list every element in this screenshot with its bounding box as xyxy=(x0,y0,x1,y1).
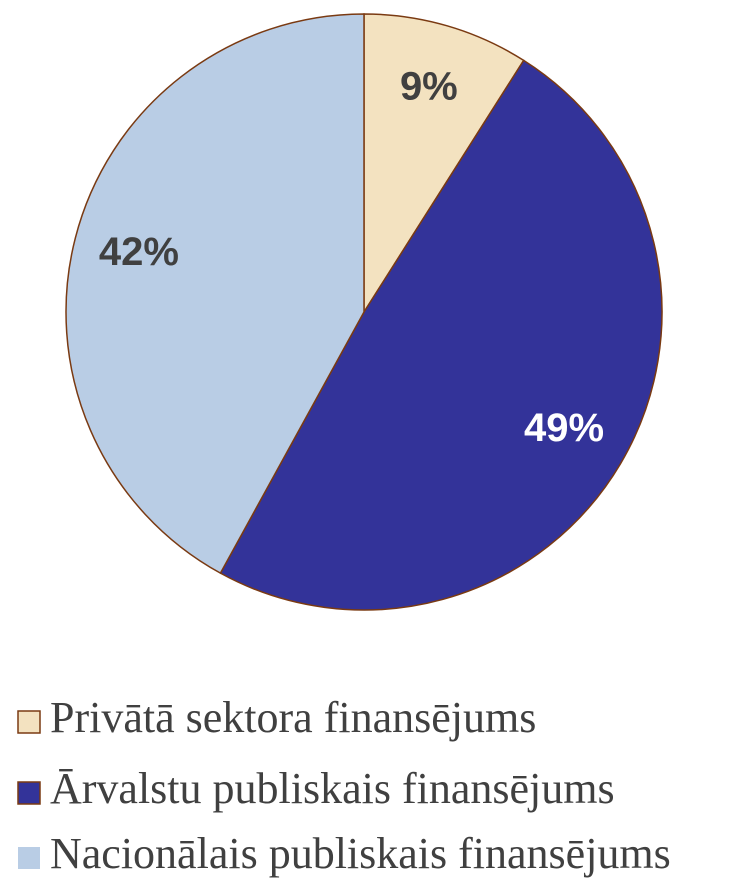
legend-swatch xyxy=(18,847,40,869)
legend-swatch xyxy=(17,710,41,734)
legend-label: Privātā sektora finansējums xyxy=(50,693,536,742)
data-label: 49% xyxy=(524,406,604,450)
legend-label: Ārvalstu publiskais finansējums xyxy=(50,764,615,813)
legend-label: Nacionālais publiskais finansējums xyxy=(50,829,671,878)
data-label: 42% xyxy=(99,230,179,274)
legend-swatch xyxy=(17,781,41,805)
pie-slice xyxy=(219,59,663,611)
pie-slice xyxy=(363,13,525,315)
pie-slice xyxy=(65,13,365,575)
data-label: 9% xyxy=(400,64,458,108)
